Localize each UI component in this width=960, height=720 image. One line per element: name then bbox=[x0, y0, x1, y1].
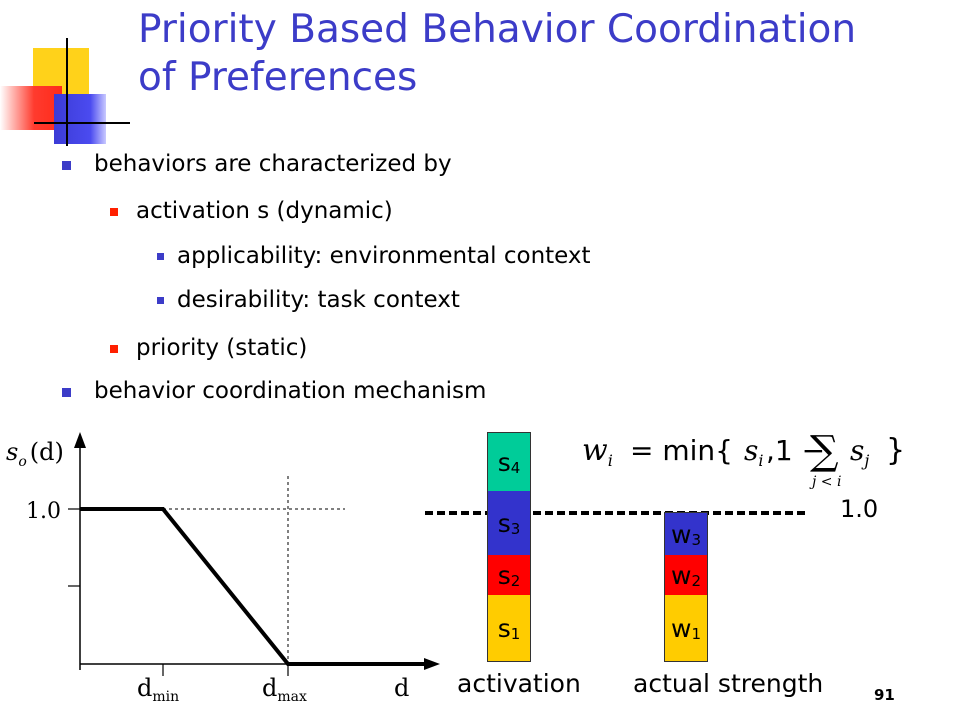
x-tick-label-dmin: dmin bbox=[137, 674, 179, 705]
y-tick-label: 1.0 bbox=[26, 499, 61, 524]
activation-bar-label: activation bbox=[457, 669, 581, 698]
strength-formula: wi = min{ si ,1 − ∑ j < i sj } bbox=[582, 428, 905, 490]
bullet-item: behaviors are characterized by bbox=[62, 149, 452, 179]
formula-sj: sj bbox=[850, 434, 869, 470]
slide-title: Priority Based Behavior Coordination of … bbox=[138, 6, 938, 102]
formula-sum-index: j < i bbox=[809, 474, 841, 490]
formula-sum: ∑ bbox=[810, 428, 839, 474]
logo-vertical-line bbox=[66, 38, 68, 146]
bullet-text: applicability: environmental context bbox=[177, 243, 591, 269]
page-number: 91 bbox=[874, 686, 895, 704]
slide-logo bbox=[0, 0, 130, 150]
formula-min: = min{ bbox=[630, 434, 733, 467]
bullet-text: behavior coordination mechanism bbox=[94, 378, 487, 404]
x-axis-label: d bbox=[394, 674, 409, 702]
threshold-dashed-line bbox=[425, 511, 805, 515]
activation-function-graph: so (d) 1.0 dmin dmax d bbox=[6, 432, 440, 705]
bullet-marker bbox=[157, 253, 164, 260]
bullet-marker bbox=[110, 208, 118, 216]
slide-title-line-1: Priority Based Behavior Coordination bbox=[138, 7, 857, 52]
bullet-item: behavior coordination mechanism bbox=[62, 376, 487, 406]
bullet-item: priority (static) bbox=[110, 333, 308, 363]
bullet-text: behaviors are characterized by bbox=[94, 151, 452, 177]
formula-si: si bbox=[744, 434, 764, 470]
bullet-text: priority (static) bbox=[136, 335, 308, 361]
formula-one-minus: ,1 − bbox=[766, 434, 825, 467]
logo-blue-square bbox=[54, 94, 106, 144]
y-axis-label: so (d) bbox=[6, 438, 64, 470]
bullet-text: desirability: task context bbox=[177, 287, 460, 313]
bullet-item: applicability: environmental context bbox=[157, 241, 591, 271]
threshold-label: 1.0 bbox=[840, 495, 879, 523]
bullet-marker bbox=[62, 161, 71, 170]
slide-title-line-2: of Preferences bbox=[138, 55, 418, 100]
bullet-marker bbox=[110, 345, 118, 353]
strength-bar-label: actual strength bbox=[633, 669, 824, 698]
bullet-marker bbox=[62, 388, 71, 397]
formula-close: } bbox=[886, 433, 905, 468]
bullet-item: desirability: task context bbox=[157, 285, 460, 315]
formula-lhs: wi bbox=[582, 433, 613, 470]
logo-horizontal-line bbox=[34, 122, 130, 124]
y-axis-arrow bbox=[74, 432, 86, 448]
bullet-text: activation s (dynamic) bbox=[136, 198, 393, 224]
bullet-marker bbox=[157, 297, 164, 304]
bullet-item: activation s (dynamic) bbox=[110, 196, 393, 226]
activation-curve bbox=[80, 507, 432, 666]
x-tick-label-dmax: dmax bbox=[262, 674, 307, 705]
